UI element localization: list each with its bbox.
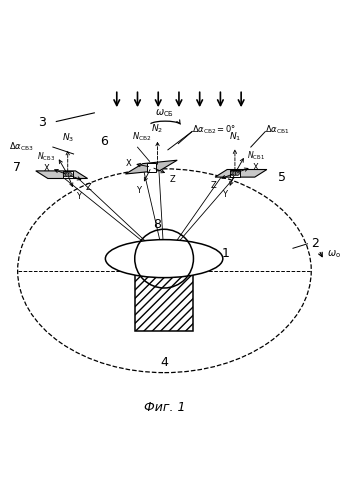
Text: $N_3$: $N_3$ xyxy=(62,132,74,144)
Polygon shape xyxy=(36,171,88,178)
Polygon shape xyxy=(230,170,240,177)
Text: $N_2$: $N_2$ xyxy=(152,122,164,135)
Circle shape xyxy=(230,171,234,175)
Text: Z: Z xyxy=(86,182,92,192)
Text: Y: Y xyxy=(222,190,227,200)
Text: 4: 4 xyxy=(160,356,168,369)
Text: 6: 6 xyxy=(100,134,108,147)
Text: Фиг. 1: Фиг. 1 xyxy=(144,401,185,414)
Text: 1: 1 xyxy=(222,247,230,260)
Polygon shape xyxy=(147,162,156,172)
Text: Y: Y xyxy=(136,186,141,195)
Text: Z: Z xyxy=(211,182,217,190)
Text: X: X xyxy=(253,162,259,172)
Polygon shape xyxy=(215,170,267,177)
Text: $\Delta\alpha_{\mathsf{СБ2}}=0°$: $\Delta\alpha_{\mathsf{СБ2}}=0°$ xyxy=(192,124,237,136)
Text: $\Delta\alpha_{\mathsf{СБ1}}$: $\Delta\alpha_{\mathsf{СБ1}}$ xyxy=(265,124,290,136)
Text: $N_{\mathsf{СБ3}}$: $N_{\mathsf{СБ3}}$ xyxy=(37,150,55,163)
Text: 3: 3 xyxy=(39,116,46,128)
Polygon shape xyxy=(63,171,73,178)
Text: $N_1$: $N_1$ xyxy=(229,130,241,143)
Text: X: X xyxy=(126,159,131,168)
Text: 8: 8 xyxy=(153,218,161,230)
Text: $N_{\mathsf{СБ2}}$: $N_{\mathsf{СБ2}}$ xyxy=(132,130,152,142)
Bar xyxy=(135,258,193,331)
Text: Y: Y xyxy=(76,192,81,200)
Text: $\omega_{\mathsf{СБ}}$: $\omega_{\mathsf{СБ}}$ xyxy=(155,108,174,120)
Text: 2: 2 xyxy=(311,236,319,250)
Text: $\omega_{\mathsf{o}}$: $\omega_{\mathsf{o}}$ xyxy=(327,248,342,260)
Text: $N_{\mathsf{СБ1}}$: $N_{\mathsf{СБ1}}$ xyxy=(247,149,265,162)
Circle shape xyxy=(233,171,237,175)
Text: $\Delta\alpha_{\mathsf{СБ3}}$: $\Delta\alpha_{\mathsf{СБ3}}$ xyxy=(9,141,34,154)
Text: 7: 7 xyxy=(13,160,21,173)
Ellipse shape xyxy=(105,240,223,278)
Text: Z: Z xyxy=(170,174,176,184)
Circle shape xyxy=(66,172,70,177)
Text: X: X xyxy=(44,164,49,173)
Circle shape xyxy=(68,172,72,177)
Circle shape xyxy=(235,171,239,175)
Circle shape xyxy=(63,172,67,177)
Text: 5: 5 xyxy=(278,171,286,184)
Polygon shape xyxy=(125,160,177,174)
